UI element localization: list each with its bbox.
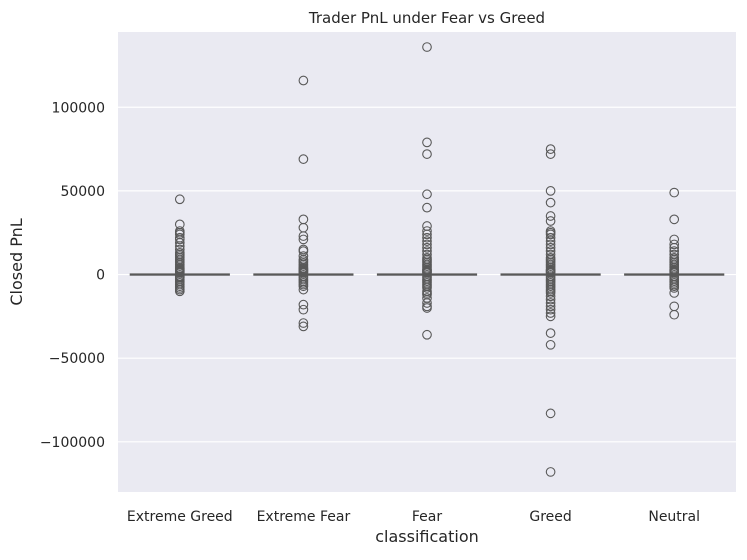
y-axis-label: Closed PnL [7, 218, 26, 305]
outlier-point [174, 234, 185, 245]
outlier-point [545, 186, 556, 196]
chart-title: Trader PnL under Fear vs Greed [308, 9, 545, 27]
x-tick-label: Neutral [648, 509, 700, 525]
outlier-point [545, 236, 556, 246]
y-tick-labels: 100000 50000 0 −50000 −100000 [40, 100, 105, 451]
outlier-point [422, 149, 432, 159]
outlier-point [298, 154, 309, 164]
outlier-point [422, 226, 432, 236]
outlier-point [545, 291, 556, 302]
outlier-point [669, 283, 680, 293]
outlier-point [545, 328, 556, 338]
x-tick-label: Fear [412, 509, 442, 525]
outlier-point [545, 339, 556, 350]
outlier-point [545, 239, 556, 250]
y-tick-label: −100000 [40, 435, 105, 451]
outlier-point [422, 239, 432, 250]
outlier-point [545, 232, 556, 243]
outlier-point [422, 232, 432, 243]
x-tick-label: Extreme Greed [127, 509, 233, 525]
outlier-point [669, 187, 680, 198]
outlier-point [298, 299, 309, 310]
outlier-point [669, 242, 680, 253]
outlier-point [298, 284, 309, 295]
outlier-point [422, 202, 432, 213]
outlier-point [298, 304, 309, 315]
outlier-point [545, 298, 556, 308]
outlier-point [174, 194, 185, 205]
outlier-point [669, 239, 680, 250]
outlier-point [545, 144, 556, 154]
outlier-point [174, 286, 185, 297]
outlier-point [545, 211, 556, 221]
outlier-point [174, 237, 185, 248]
y-tick-label: 50000 [60, 184, 105, 200]
outlier-point [422, 42, 432, 52]
outlier-point [669, 288, 680, 298]
outlier-point [545, 308, 556, 318]
outlier-point [422, 137, 432, 148]
outlier-point [298, 234, 309, 245]
outlier-point [422, 229, 432, 240]
y-tick-label: 0 [96, 268, 105, 284]
outlier-point [669, 309, 680, 320]
y-tick-label: −50000 [49, 351, 105, 367]
x-tick-label: Greed [529, 509, 571, 525]
x-axis-label: classification [375, 527, 479, 546]
outlier-point [298, 321, 309, 332]
x-tick-label: Extreme Fear [257, 509, 351, 525]
outlier-point [669, 214, 680, 225]
outlier-point [545, 408, 556, 419]
outlier-point [422, 283, 432, 293]
outlier-point [545, 149, 556, 159]
outlier-point [422, 329, 432, 340]
outlier-point [422, 189, 432, 200]
outlier-point [298, 318, 309, 328]
outlier-point [545, 229, 556, 240]
outlier-point [545, 242, 556, 253]
outlier-point [545, 216, 556, 226]
outlier-point [545, 288, 556, 298]
outlier-point [298, 231, 309, 241]
outlier-point [545, 294, 556, 305]
outliers [174, 42, 680, 477]
outlier-point [545, 304, 556, 315]
y-tick-label: 100000 [52, 100, 105, 116]
outlier-point [422, 242, 432, 253]
outlier-point [298, 75, 309, 86]
outlier-point [298, 281, 309, 292]
outlier-point [545, 467, 556, 477]
outlier-point [422, 298, 432, 308]
x-tick-labels: Extreme Greed Extreme Fear Fear Greed Neutra… [127, 509, 700, 525]
outlier-point [545, 301, 556, 312]
outlier-point [545, 311, 556, 322]
outlier-point [422, 236, 432, 246]
outlier-point [422, 303, 432, 313]
outlier-point [545, 197, 556, 208]
